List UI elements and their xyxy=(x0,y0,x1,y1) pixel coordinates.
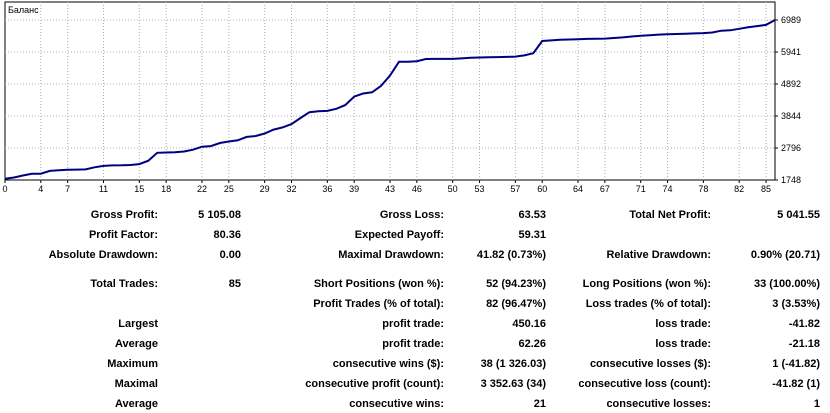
largest-profit-trade-value: 450.16 xyxy=(512,318,546,330)
x-tick-label: 71 xyxy=(636,184,646,194)
largest-label: Largest xyxy=(118,318,158,330)
x-tick-label: 4 xyxy=(38,184,43,194)
total-net-profit-value: 5 041.55 xyxy=(777,209,820,221)
profit-trades-value: 82 (96.47%) xyxy=(486,298,546,310)
gross-profit-value: 5 105.08 xyxy=(198,209,241,221)
average-loss-trade-value: -21.18 xyxy=(788,338,820,350)
balance-chart-svg: 0 4 7 11 15 18 22 25 29 32 36 39 43 46 50 53 57 60 64 67 71 7… xyxy=(2,1,801,194)
x-tick-label: 82 xyxy=(734,184,744,194)
loss-trades-label: Loss trades (% of total): xyxy=(585,298,711,310)
largest-loss-trade-value: -41.82 xyxy=(788,318,820,330)
largest-profit-trade-label: profit trade: xyxy=(382,318,444,330)
x-tick-label: 78 xyxy=(698,184,708,194)
x-tick-label: 53 xyxy=(475,184,485,194)
profit-factor-label: Profit Factor: xyxy=(88,229,158,241)
gross-loss-value: 63.53 xyxy=(518,209,546,221)
x-tick-label: 18 xyxy=(161,184,171,194)
x-tick-label: 57 xyxy=(510,184,520,194)
maximal-consecutive-profit-value: 3 352.63 (34) xyxy=(480,378,546,390)
average-profit-trade-label: profit trade: xyxy=(382,338,444,350)
gross-profit-label: Gross Profit: xyxy=(90,209,158,221)
x-tick-label: 22 xyxy=(197,184,207,194)
max-consecutive-losses-value: 1 (-41.82) xyxy=(772,358,820,370)
total-trades-label: Total Trades: xyxy=(90,278,158,290)
y-tick-label: 5941 xyxy=(781,47,801,57)
max-consecutive-wins-label: consecutive wins ($): xyxy=(332,358,444,370)
x-tick-label: 74 xyxy=(663,184,673,194)
x-tick-label: 29 xyxy=(260,184,270,194)
balance-chart: 0 4 7 11 15 18 22 25 29 32 36 39 43 46 50 53 57 60 64 67 71 7… xyxy=(0,0,830,200)
y-tick-label: 4892 xyxy=(781,79,801,89)
x-tick-label: 15 xyxy=(134,184,144,194)
x-tick-label: 25 xyxy=(224,184,234,194)
x-tick-label: 85 xyxy=(761,184,771,194)
y-tick-label: 6989 xyxy=(781,15,801,25)
max-consecutive-wins-value: 38 (1 326.03) xyxy=(480,358,546,370)
total-net-profit-label: Total Net Profit: xyxy=(629,209,711,221)
x-tick-label: 46 xyxy=(412,184,422,194)
maximal-consecutive-loss-value: -41.82 (1) xyxy=(772,378,820,390)
y-tick-label: 1748 xyxy=(781,175,801,185)
maximal-consecutive-profit-label: consecutive profit (count): xyxy=(305,378,444,390)
plot-area xyxy=(4,1,776,181)
x-tick-label: 43 xyxy=(385,184,395,194)
expected-payoff-label: Expected Payoff: xyxy=(354,229,444,241)
average-loss-trade-label: loss trade: xyxy=(655,338,711,350)
x-tick-label: 64 xyxy=(573,184,583,194)
loss-trades-value: 3 (3.53%) xyxy=(772,298,820,310)
y-tick-label: 2796 xyxy=(781,143,801,153)
maximum-label: Maximum xyxy=(107,358,158,370)
expected-payoff-value: 59.31 xyxy=(518,229,546,241)
maximal-drawdown-value: 41.82 (0.73%) xyxy=(476,249,546,261)
long-positions-label: Long Positions (won %): xyxy=(582,278,711,290)
average-label: Average xyxy=(114,338,158,350)
long-positions-value: 33 (100.00%) xyxy=(753,278,820,290)
x-tick-label: 36 xyxy=(322,184,332,194)
maximal-consecutive-loss-label: consecutive loss (count): xyxy=(578,378,711,390)
profit-factor-value: 80.36 xyxy=(213,229,241,241)
chart-title: Баланс xyxy=(8,5,39,15)
x-tick-label: 32 xyxy=(287,184,297,194)
short-positions-label: Short Positions (won %): xyxy=(313,278,444,290)
average-consecutive-losses-label: consecutive losses: xyxy=(606,398,711,410)
average-consecutive-wins-label: consecutive wins: xyxy=(349,398,444,410)
profit-trades-label: Profit Trades (% of total): xyxy=(313,298,444,310)
maximal-drawdown-label: Maximal Drawdown: xyxy=(338,249,444,261)
x-tick-label: 67 xyxy=(600,184,610,194)
average-consecutive-wins-value: 21 xyxy=(533,398,546,410)
largest-loss-trade-label: loss trade: xyxy=(655,318,711,330)
relative-drawdown-value: 0.90% (20.71) xyxy=(750,249,820,261)
absolute-drawdown-value: 0.00 xyxy=(219,249,241,261)
average2-label: Average xyxy=(114,398,158,410)
x-tick-label: 0 xyxy=(2,184,7,194)
x-tick-label: 39 xyxy=(349,184,359,194)
balance-line xyxy=(4,19,776,180)
short-positions-value: 52 (94.23%) xyxy=(486,278,546,290)
absolute-drawdown-label: Absolute Drawdown: xyxy=(48,249,158,261)
y-tick-label: 3844 xyxy=(781,111,801,121)
average-consecutive-losses-value: 1 xyxy=(813,398,820,410)
x-tick-label: 60 xyxy=(537,184,547,194)
gross-loss-label: Gross Loss: xyxy=(379,209,444,221)
max-consecutive-losses-label: consecutive losses ($): xyxy=(589,358,711,370)
relative-drawdown-label: Relative Drawdown: xyxy=(606,249,711,261)
x-tick-label: 11 xyxy=(99,184,108,194)
total-trades-value: 85 xyxy=(228,278,241,290)
maximal-label: Maximal xyxy=(114,378,158,390)
x-tick-label: 50 xyxy=(448,184,458,194)
average-profit-trade-value: 62.26 xyxy=(518,338,546,350)
x-tick-label: 7 xyxy=(65,184,70,194)
